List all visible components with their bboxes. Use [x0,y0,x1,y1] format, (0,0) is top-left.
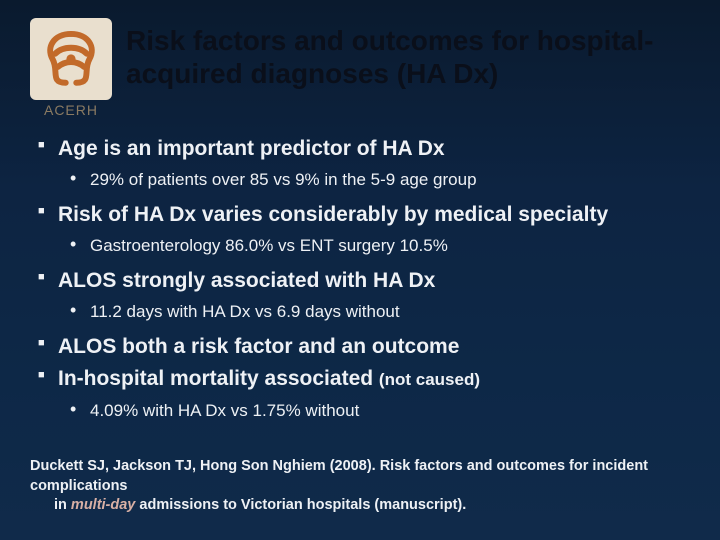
bullet-item: ALOS strongly associated with HA Dx 11.2… [36,268,690,324]
slide: ACERH Risk factors and outcomes for hosp… [0,0,720,540]
bullet-item: In-hospital mortality associated (not ca… [36,366,690,422]
logo-block: ACERH [30,18,112,118]
bullet-main: In-hospital mortality associated [58,367,373,390]
sub-item: Gastroenterology 86.0% vs ENT surgery 10… [66,234,690,258]
bullet-item: Age is an important predictor of HA Dx 2… [36,136,690,192]
sub-list: 29% of patients over 85 vs 9% in the 5-9… [58,168,690,192]
bullet-list: Age is an important predictor of HA Dx 2… [36,136,690,422]
citation-pre: in [54,497,71,513]
bullet-text: ALOS strongly associated with HA Dx [58,268,690,294]
bullet-item: ALOS both a risk factor and an outcome [36,334,690,360]
citation: Duckett SJ, Jackson TJ, Hong Son Nghiem … [30,457,690,516]
bullet-text: Age is an important predictor of HA Dx [58,136,690,162]
sub-text: 11.2 days with HA Dx vs 6.9 days without [90,302,400,321]
sub-list: 4.09% with HA Dx vs 1.75% without [58,399,690,423]
citation-line2: in multi-day admissions to Victorian hos… [30,496,690,516]
sub-item: 4.09% with HA Dx vs 1.75% without [66,399,690,423]
sub-item: 11.2 days with HA Dx vs 6.9 days without [66,300,690,324]
citation-emph: multi-day [71,497,135,513]
citation-line1: Duckett SJ, Jackson TJ, Hong Son Nghiem … [30,458,648,494]
sub-item: 29% of patients over 85 vs 9% in the 5-9… [66,168,690,192]
bullet-paren: (not caused) [379,370,480,389]
sub-list: 11.2 days with HA Dx vs 6.9 days without [58,300,690,324]
sub-list: Gastroenterology 86.0% vs ENT surgery 10… [58,234,690,258]
bullet-text: ALOS both a risk factor and an outcome [58,334,690,360]
citation-post: admissions to Victorian hospitals (manus… [135,497,466,513]
bullet-text: Risk of HA Dx varies considerably by med… [58,202,690,228]
slide-header: ACERH Risk factors and outcomes for hosp… [30,18,690,118]
bullet-text: In-hospital mortality associated (not ca… [58,366,690,392]
sub-text: 4.09% with HA Dx vs 1.75% without [90,401,359,420]
logo-icon [30,18,112,100]
slide-content: Age is an important predictor of HA Dx 2… [30,136,690,422]
bullet-item: Risk of HA Dx varies considerably by med… [36,202,690,258]
knot-icon [38,26,104,92]
sub-text: 29% of patients over 85 vs 9% in the 5-9… [90,170,477,189]
sub-text: Gastroenterology 86.0% vs ENT surgery 10… [90,236,448,255]
logo-label: ACERH [44,102,98,118]
slide-title: Risk factors and outcomes for hospital-a… [126,18,690,90]
